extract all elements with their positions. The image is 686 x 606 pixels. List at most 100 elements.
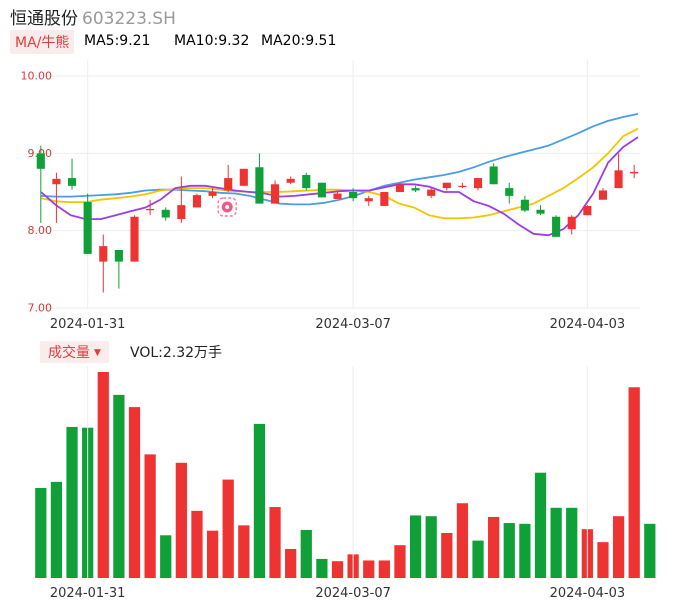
candle-body bbox=[395, 184, 405, 192]
candlestick bbox=[614, 153, 623, 189]
volume-selector-tag[interactable]: 成交量 ▼ bbox=[40, 341, 109, 363]
candlestick bbox=[239, 168, 248, 186]
volume-bar bbox=[222, 479, 234, 578]
candle-body bbox=[192, 195, 202, 208]
candlestick bbox=[192, 193, 202, 208]
candle-body bbox=[473, 178, 483, 189]
candlestick bbox=[67, 158, 77, 190]
candle-body bbox=[161, 209, 170, 218]
volume-x-ticks: 2024-01-31 2024-03-07 2024-04-03 bbox=[50, 366, 625, 601]
candle-body bbox=[520, 199, 529, 211]
candlestick bbox=[161, 207, 170, 221]
volume-bar bbox=[128, 407, 141, 578]
ma5-line bbox=[40, 136, 639, 237]
volume-x-tick-label: 2024-03-07 bbox=[315, 586, 391, 601]
candle-body bbox=[255, 167, 264, 204]
volume-bar bbox=[331, 561, 344, 578]
ma-selector-tag[interactable]: MA/牛熊 bbox=[10, 30, 75, 54]
candle-body bbox=[364, 198, 373, 202]
price-gridlines bbox=[33, 60, 640, 309]
candlestick bbox=[286, 176, 295, 185]
volume-bar bbox=[160, 535, 172, 578]
ma10-line bbox=[40, 127, 639, 220]
candle-body bbox=[458, 185, 467, 188]
price-x-tick-label: 2024-01-31 bbox=[50, 317, 126, 332]
ma-legend: MA/牛熊 MA5:9.21 MA10:9.32 MA20:9.51 bbox=[10, 30, 336, 54]
volume-bar bbox=[550, 507, 562, 578]
moving-average-lines bbox=[40, 113, 639, 237]
volume-x-tick-label: 2024-04-03 bbox=[550, 586, 626, 601]
candlestick bbox=[349, 188, 358, 202]
volume-bar bbox=[425, 516, 437, 578]
volume-bar bbox=[394, 545, 406, 578]
candle-body bbox=[83, 202, 92, 254]
candle-body bbox=[52, 178, 61, 185]
candlestick bbox=[333, 192, 342, 199]
volume-bar bbox=[300, 529, 312, 578]
candle-body bbox=[614, 170, 623, 189]
candle-body bbox=[333, 193, 342, 199]
candlestick bbox=[427, 188, 436, 199]
volume-bar bbox=[566, 507, 578, 578]
volume-bar bbox=[488, 516, 500, 578]
volume-bar bbox=[456, 503, 469, 578]
volume-bar bbox=[66, 426, 78, 578]
volume-bar bbox=[316, 558, 328, 578]
volume-x-tick-label: 2024-01-31 bbox=[50, 586, 126, 601]
stock-code: 603223.SH bbox=[82, 9, 176, 29]
candlestick bbox=[520, 195, 529, 213]
ma10-label: MA10:9.32 bbox=[174, 33, 250, 49]
candle-body bbox=[270, 184, 280, 204]
event-badge-center bbox=[225, 205, 230, 209]
candle-body bbox=[99, 246, 108, 262]
volume-bar bbox=[144, 454, 156, 578]
candle-body bbox=[239, 168, 248, 186]
volume-bar bbox=[50, 481, 63, 578]
candle-body bbox=[36, 153, 45, 169]
candlestick bbox=[598, 188, 608, 200]
candlestick bbox=[270, 180, 280, 204]
candlestick bbox=[489, 163, 498, 185]
candlestick bbox=[505, 182, 514, 204]
candle-body bbox=[67, 178, 77, 186]
ma5-label: MA5:9.21 bbox=[84, 33, 151, 49]
volume-bar bbox=[113, 394, 125, 578]
price-x-tick-label: 2024-04-03 bbox=[550, 317, 626, 332]
candlestick bbox=[364, 195, 373, 206]
ma20-label: MA20:9.51 bbox=[261, 33, 337, 49]
volume-bar bbox=[206, 530, 219, 578]
volume-bar bbox=[441, 532, 453, 578]
volume-bar bbox=[612, 516, 625, 578]
candle-body bbox=[208, 192, 217, 196]
candlesticks bbox=[36, 145, 639, 293]
candle-body bbox=[114, 250, 123, 262]
volume-bar bbox=[644, 523, 656, 578]
price-x-tick-label: 2024-03-07 bbox=[315, 317, 391, 332]
candle-body bbox=[536, 209, 545, 214]
volume-legend: 成交量 ▼ VOL:2.32万手 bbox=[40, 341, 222, 363]
candlestick bbox=[99, 234, 108, 293]
volume-bar bbox=[409, 515, 422, 578]
candlestick bbox=[208, 188, 217, 199]
candle-body bbox=[302, 174, 311, 189]
candle-body bbox=[630, 171, 639, 174]
volume-bar bbox=[534, 472, 547, 578]
candle-body bbox=[442, 182, 451, 189]
candle-body bbox=[224, 178, 233, 191]
candlestick bbox=[567, 215, 576, 235]
candle-body bbox=[489, 166, 498, 185]
stock-title: 恒通股份 603223.SH bbox=[10, 4, 176, 29]
volume-selector-label: 成交量 bbox=[48, 345, 90, 361]
volume-bar bbox=[35, 487, 47, 578]
event-badge-icon bbox=[217, 197, 237, 217]
volume-bar bbox=[378, 560, 390, 578]
volume-bar bbox=[253, 423, 266, 578]
volume-value: VOL:2.32万手 bbox=[130, 345, 223, 361]
candle-body bbox=[177, 205, 186, 220]
candle-body bbox=[130, 216, 139, 262]
candle-body bbox=[349, 192, 358, 199]
candlestick bbox=[255, 153, 264, 204]
volume-bar bbox=[175, 462, 187, 578]
price-y-tick-label: 7.00 bbox=[28, 302, 53, 315]
